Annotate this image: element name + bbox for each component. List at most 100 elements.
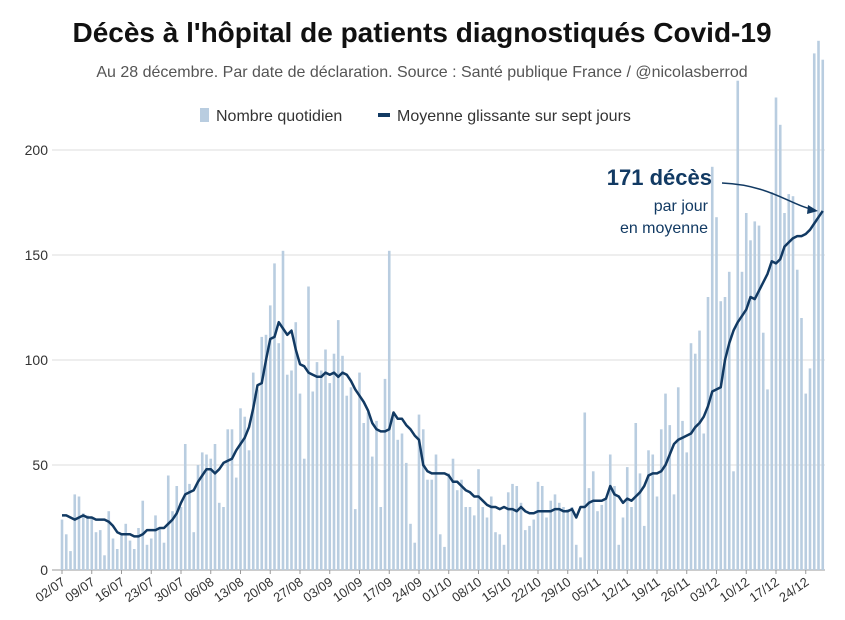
bar xyxy=(64,534,68,570)
x-tick-label: 13/08 xyxy=(211,574,246,605)
bar xyxy=(86,515,89,570)
bar xyxy=(511,483,514,570)
chart-title: Décès à l'hôpital de patients diagnostiq… xyxy=(72,17,771,48)
bar xyxy=(477,469,480,570)
bar xyxy=(757,225,761,570)
bar xyxy=(247,450,251,570)
bar xyxy=(655,496,659,570)
bar xyxy=(302,458,306,570)
bar xyxy=(81,513,85,570)
bar xyxy=(111,538,115,570)
bars xyxy=(60,40,825,571)
bar xyxy=(566,509,570,570)
x-tick-label: 01/10 xyxy=(419,574,454,605)
x-tick-label: 03/09 xyxy=(300,574,335,605)
bar xyxy=(642,525,646,570)
bar xyxy=(817,40,820,571)
bar xyxy=(685,452,689,570)
bar xyxy=(145,544,149,570)
bar xyxy=(77,496,81,570)
bar xyxy=(770,192,774,570)
bar xyxy=(149,538,153,570)
bar xyxy=(693,353,697,570)
bar xyxy=(494,532,497,570)
bar xyxy=(188,483,191,570)
x-tick-label: 26/11 xyxy=(658,574,692,604)
bar xyxy=(732,471,735,570)
bar xyxy=(587,488,591,570)
bar xyxy=(783,213,786,570)
bar xyxy=(808,368,812,570)
bar xyxy=(600,504,604,570)
x-tick-label: 12/11 xyxy=(598,574,632,604)
annotation-arrow xyxy=(721,182,816,211)
bar xyxy=(443,546,446,570)
bar xyxy=(120,534,123,570)
bar xyxy=(821,59,825,570)
annotation-text: en moyenne xyxy=(620,220,708,237)
bar xyxy=(298,393,302,570)
x-tick-label: 24/09 xyxy=(389,574,424,605)
bar xyxy=(455,490,459,570)
bar xyxy=(179,507,183,570)
bar xyxy=(545,517,548,570)
bar xyxy=(698,330,701,570)
x-tick-label: 23/07 xyxy=(122,574,157,605)
bar xyxy=(532,519,536,570)
bar xyxy=(468,507,472,570)
bar xyxy=(341,355,344,570)
bar xyxy=(438,534,442,570)
bar xyxy=(715,217,718,570)
bar xyxy=(591,471,595,570)
x-tick-label: 15/10 xyxy=(479,574,514,605)
bar xyxy=(540,486,544,570)
bar xyxy=(94,532,98,570)
bar xyxy=(358,372,361,570)
bar xyxy=(719,301,723,570)
bar xyxy=(451,458,455,570)
y-tick-label: 50 xyxy=(32,457,48,473)
bar xyxy=(307,286,310,570)
annotation-headline: 171 décès xyxy=(607,165,712,190)
bar xyxy=(332,353,336,570)
bar xyxy=(162,542,166,570)
bar xyxy=(638,473,642,570)
bar xyxy=(413,542,417,570)
bar xyxy=(192,532,196,570)
bar xyxy=(387,250,391,571)
bar xyxy=(375,420,378,570)
bar xyxy=(404,462,408,570)
bar xyxy=(281,250,285,571)
bar xyxy=(681,420,684,570)
bar xyxy=(774,97,778,570)
x-tick-label: 10/09 xyxy=(330,574,365,605)
bar xyxy=(706,297,710,570)
bar xyxy=(60,519,64,570)
bar xyxy=(213,444,217,570)
bar xyxy=(736,80,740,570)
y-tick-label: 100 xyxy=(25,352,49,368)
bar xyxy=(472,515,476,570)
bar xyxy=(630,507,633,570)
legend: Nombre quotidien Moyenne glissante sur s… xyxy=(200,108,631,125)
bar xyxy=(430,479,434,570)
bar xyxy=(256,389,259,570)
bar xyxy=(171,511,174,570)
bar xyxy=(328,383,332,570)
bar xyxy=(158,528,162,570)
bar xyxy=(175,486,179,570)
bar xyxy=(69,551,72,570)
bar xyxy=(230,429,234,570)
bar xyxy=(290,370,293,570)
bar xyxy=(723,297,727,570)
bar xyxy=(434,454,438,570)
bar xyxy=(668,425,672,570)
x-tick-label: 03/12 xyxy=(687,574,722,605)
bar xyxy=(353,509,357,570)
bar xyxy=(676,387,680,570)
bar xyxy=(740,271,744,570)
bar xyxy=(579,557,582,570)
bar xyxy=(502,544,506,570)
bar xyxy=(336,320,340,570)
x-tick-label: 09/07 xyxy=(62,574,97,605)
